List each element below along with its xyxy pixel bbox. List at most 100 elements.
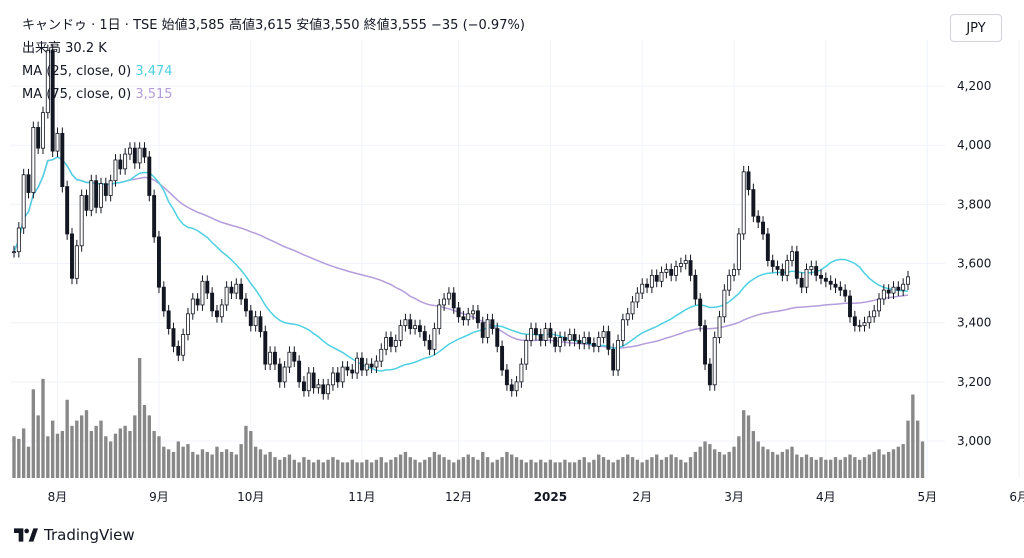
time-tick-label: 2025 [534,490,567,504]
ma25-legend[interactable]: MA (25, close, 0) 3,474 [22,60,525,83]
time-tick-label: 3月 [724,490,744,504]
candle-body [833,283,838,288]
volume-bar [65,399,69,478]
candle-body [770,260,775,267]
volume-bar [326,459,330,478]
volume-bar [519,459,524,478]
volume-bar [176,441,180,478]
candle-body [828,280,833,285]
volume-bar [316,459,321,478]
volume-bar [360,462,364,478]
candle-body [862,322,867,327]
volume-bar [514,457,519,478]
volume-bar [703,441,707,478]
volume-bar [331,457,335,478]
candle-body [282,366,287,383]
candle-body [442,298,447,306]
candle-body [224,286,229,306]
candle-body [268,351,273,365]
volume-bar [99,420,103,478]
candle-body [359,357,364,371]
candle-body [819,274,823,279]
ma75-line [13,156,909,349]
candle-body [843,289,848,297]
volume-bar [229,451,234,478]
candle-body [558,337,563,347]
candle-body [345,366,350,371]
volume-bar [118,428,122,478]
volume-bar [872,451,876,478]
volume-bar [785,449,789,478]
volume-bar [717,451,722,478]
volume-bar [601,457,606,478]
candle-body [417,325,422,332]
volume-bar [384,462,388,478]
volume-bar [60,431,65,478]
volume-bar [655,454,659,478]
candle-body [152,195,157,238]
ma75-path [13,156,909,349]
candle-body [55,132,60,152]
volume-bar [46,436,50,478]
currency-button[interactable]: JPY [950,14,1002,42]
candle-body [89,180,94,211]
time-tick-label: 10月 [237,490,264,504]
volume-bar [350,459,354,478]
candle-body [630,301,635,315]
candle-body [727,274,732,291]
volume-bar [616,459,620,478]
candle-body [292,351,297,362]
volume-bar [200,449,205,478]
volume-bar [529,459,533,478]
volume-bar [828,459,833,478]
volume-bar [133,415,137,478]
volume-bar [258,449,263,478]
volume-bar [597,454,601,478]
candle-body [451,292,456,309]
volume-bar [340,462,345,478]
volume-bar [418,462,422,478]
candle-body [645,283,650,288]
candle-body [253,316,258,327]
candle-body [625,313,630,321]
candle-body [316,384,321,389]
candle-body [176,345,181,356]
candle-body [635,292,640,303]
candle-body [374,360,379,368]
candle-body [297,360,302,383]
candle-body [398,325,403,341]
volume-label: 出来高 [22,41,62,56]
symbol-ohlc: キャンドゥ · 1日 · TSE 始値3,585 高値3,615 安値3,550… [22,18,525,33]
volume-bar [524,462,528,478]
volume-bar [539,459,543,478]
candle-body [495,328,500,347]
volume-bar [857,459,862,478]
ma75-legend[interactable]: MA (75, close, 0) 3,515 [22,83,525,106]
candle-body [132,147,137,164]
candle-body [31,127,36,193]
volume-bar [722,454,727,478]
volume-bar [548,459,553,478]
candle-body [99,183,103,208]
tradingview-brand[interactable]: TradingView [14,526,135,544]
volume-bar [162,446,166,478]
volume-value: 30.2 K [65,41,107,56]
candle-body [84,195,89,211]
candle-body [804,269,809,288]
volume-bar [302,457,306,478]
volume-bar [558,462,562,478]
volume-bar [108,441,113,478]
candle-body [200,280,205,306]
candle-body [258,316,263,332]
volume-bar [113,433,118,478]
grid-lines [10,40,1020,478]
volume-bar [186,444,190,478]
volume-bar [766,449,770,478]
candle-body [205,280,210,294]
candle-body [403,319,408,327]
volume-bar [824,459,828,478]
candle-body [466,313,471,321]
candle-body [422,331,427,341]
candle-body [693,274,698,300]
